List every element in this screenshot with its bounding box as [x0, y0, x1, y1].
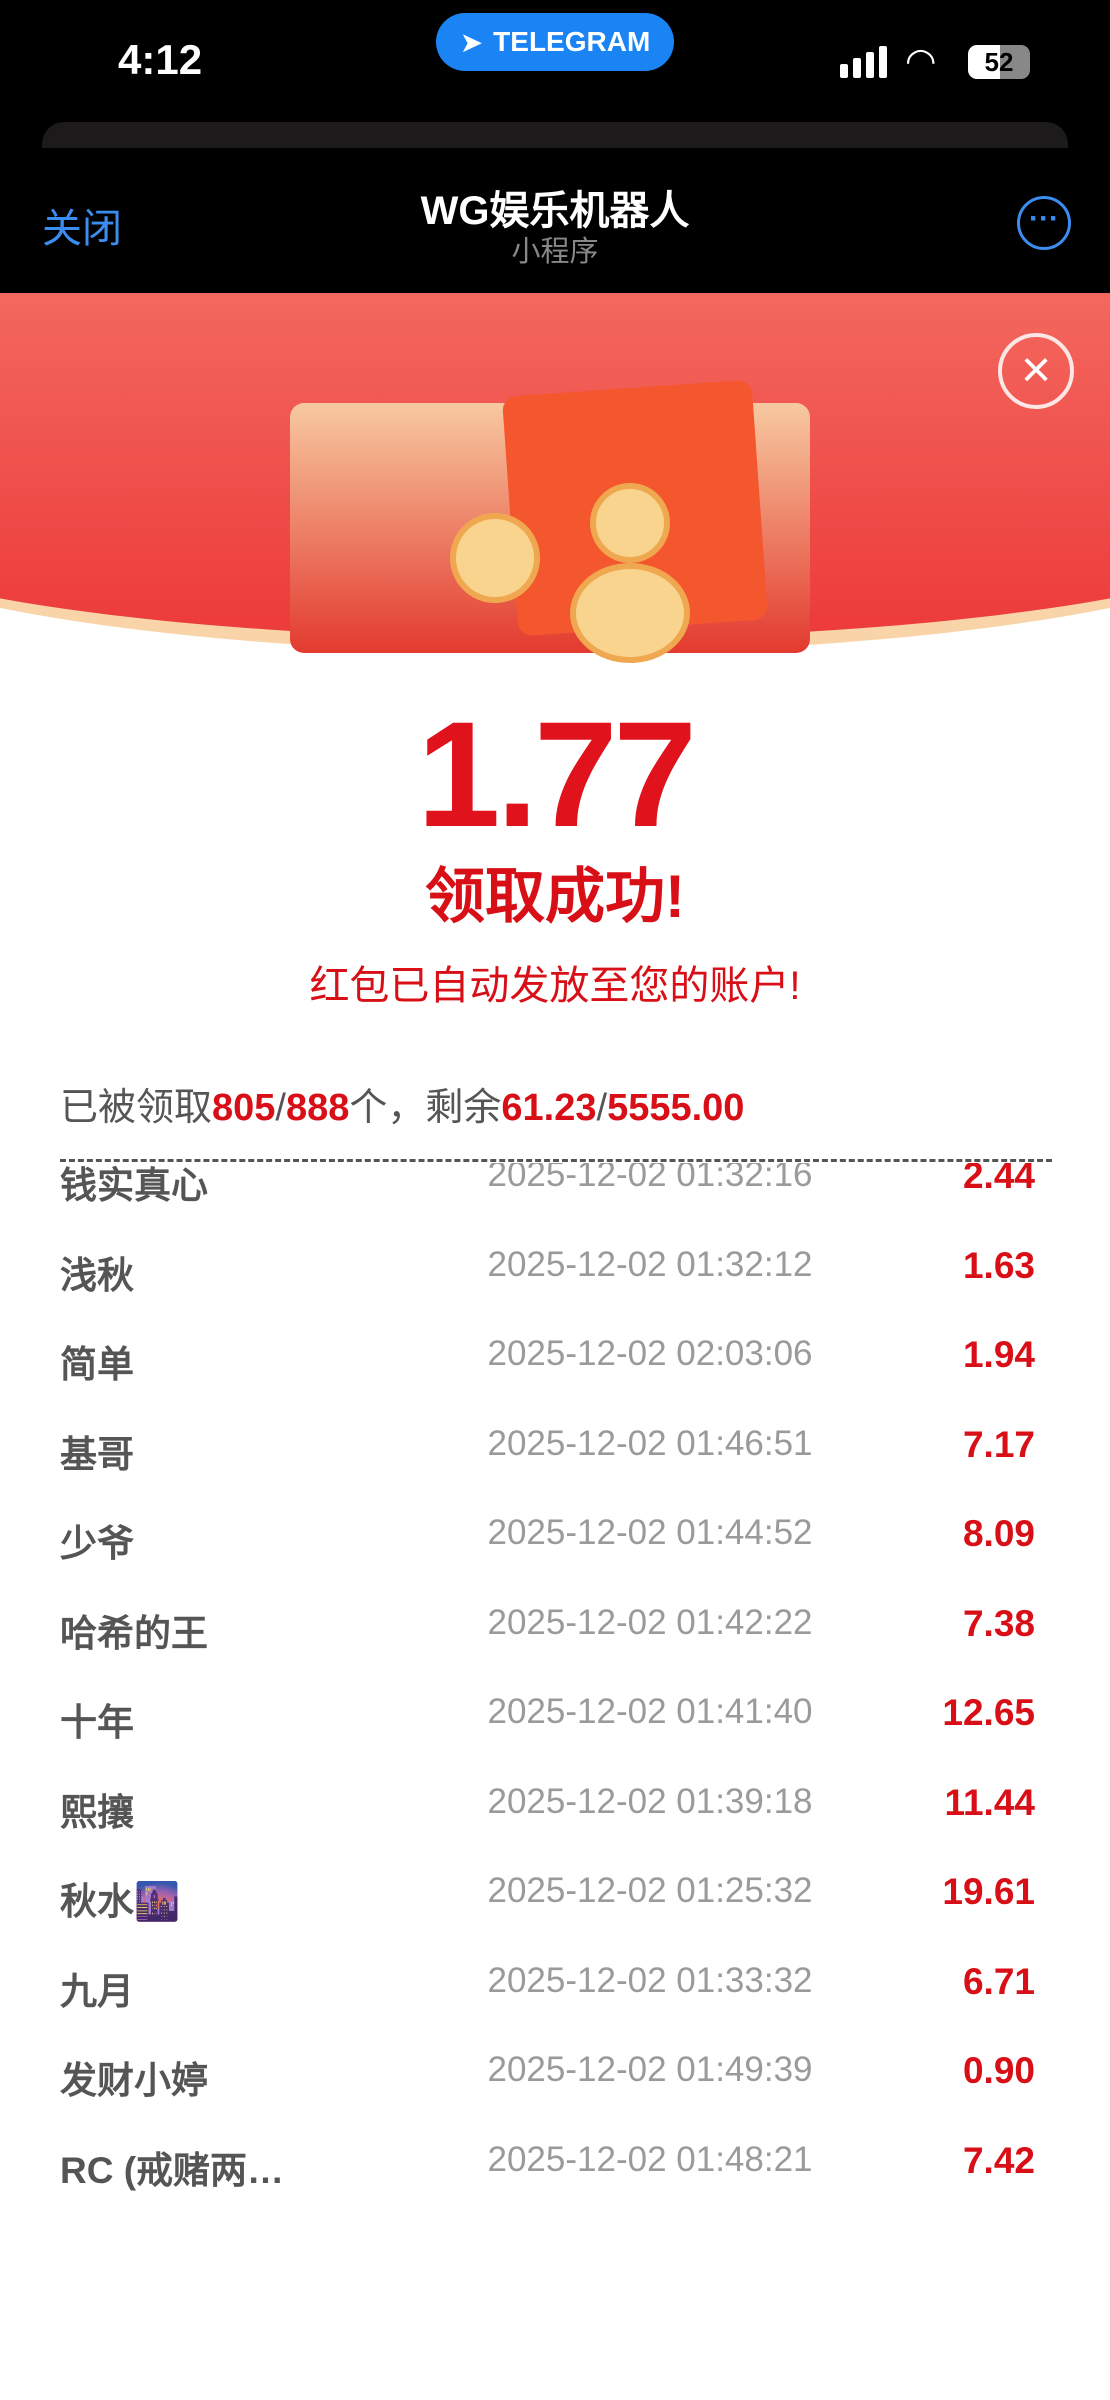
status-bar: 4:12 ➤ TELEGRAM ◠ 52 [0, 0, 1110, 120]
record-name: 发财小婷 [60, 2060, 208, 2101]
record-name: 秋水🌆 [60, 1881, 181, 1922]
table-row: RC (戒赌两… 2025-12-02 01:48:21 7.42 [0, 2140, 1110, 2200]
coin-icon [450, 513, 540, 603]
mini-app-header: 关闭 WG娱乐机器人 小程序 ··· [0, 148, 1110, 293]
telegram-icon: ➤ [459, 26, 484, 58]
divider [60, 1159, 1052, 1162]
table-row: 十年 2025-12-02 01:41:40 12.65 [0, 1692, 1110, 1752]
table-row: 简单 2025-12-02 02:03:06 1.94 [0, 1334, 1110, 1394]
table-row: 浅秋 2025-12-02 01:32:12 1.63 [0, 1245, 1110, 1305]
record-name: 简单 [60, 1344, 134, 1385]
record-time: 2025-12-02 01:48:21 [487, 2139, 813, 2179]
signal-icon [840, 46, 887, 78]
more-icon[interactable]: ··· [1017, 196, 1071, 250]
record-name: 熙攘 [60, 1791, 134, 1833]
app-subtitle: 小程序 [511, 236, 599, 268]
record-time: 2025-12-02 01:25:32 [487, 1871, 813, 1910]
coin-icon [590, 483, 670, 563]
record-amount: 12.65 [942, 1692, 1035, 1733]
record-name: 基哥 [60, 1433, 134, 1475]
claim-list[interactable]: 钱实真心 2025-12-02 01:32:16 2.44 浅秋 2025-12-02 … [0, 1163, 1110, 2400]
record-amount: 19.61 [942, 1871, 1035, 1912]
record-name: 浅秋 [60, 1254, 134, 1296]
record-time: 2025-12-02 01:49:39 [487, 2050, 813, 2089]
record-time: 2025-12-02 01:44:52 [487, 1513, 813, 1552]
telegram-pill[interactable]: ➤ TELEGRAM [436, 13, 674, 71]
table-row: 秋水🌆 2025-12-02 01:25:32 19.61 [0, 1871, 1110, 1931]
record-name: 十年 [60, 1702, 134, 1743]
record-time: 2025-12-02 01:32:16 [487, 1163, 813, 1194]
record-time: 2025-12-02 01:42:22 [487, 1602, 813, 1642]
record-amount: 0.90 [962, 2050, 1035, 2091]
record-amount: 1.63 [962, 1244, 1035, 1286]
record-amount: 7.17 [962, 1423, 1035, 1465]
claim-summary: 已被领取805/888个，剩余61.23/5555.00 [60, 1087, 745, 1129]
record-time: 2025-12-02 01:33:32 [487, 1960, 813, 2000]
app-title: WG娱乐机器人 [420, 189, 690, 233]
table-row: 基哥 2025-12-02 01:46:51 7.17 [0, 1424, 1110, 1484]
sheet-handle [42, 122, 1068, 152]
record-time: 2025-12-02 01:46:51 [487, 1423, 813, 1463]
record-amount: 11.44 [944, 1781, 1035, 1823]
record-amount: 7.38 [962, 1602, 1035, 1644]
record-name: 九月 [60, 1970, 134, 2012]
auto-deposit-note: 红包已自动发放至您的账户! [309, 964, 801, 1008]
record-amount: 7.42 [962, 2139, 1035, 2181]
record-time: 2025-12-02 01:32:12 [487, 1244, 813, 1284]
battery-icon: 52 [968, 45, 1030, 79]
table-row: 哈希的王 2025-12-02 01:42:22 7.38 [0, 1603, 1110, 1663]
received-amount: 1.77 [417, 690, 697, 858]
table-row: 发财小婷 2025-12-02 01:49:39 0.90 [0, 2050, 1110, 2110]
record-amount: 2.44 [962, 1163, 1035, 1196]
table-row: 钱实真心 2025-12-02 01:32:16 2.44 [0, 1163, 1110, 1215]
red-packet-page: × 1.77 领取成功! 红包已自动发放至您的账户! 已被领取805/888个，… [0, 293, 1110, 2400]
close-icon[interactable]: × [998, 333, 1074, 409]
record-name: 钱实真心 [60, 1165, 208, 1206]
record-time: 2025-12-02 01:41:40 [487, 1692, 813, 1731]
close-button[interactable]: 关闭 [42, 207, 122, 251]
record-time: 2025-12-02 01:39:18 [487, 1781, 813, 1821]
clock: 4:12 [118, 36, 203, 83]
record-amount: 1.94 [962, 1334, 1035, 1375]
wifi-icon: ◠ [905, 40, 937, 81]
table-row: 熙攘 2025-12-02 01:39:18 11.44 [0, 1782, 1110, 1842]
record-name: RC (戒赌两… [60, 2149, 285, 2191]
coin-icon [570, 563, 690, 663]
table-row: 九月 2025-12-02 01:33:32 6.71 [0, 1961, 1110, 2021]
record-time: 2025-12-02 02:03:06 [487, 1334, 813, 1373]
table-row: 少爷 2025-12-02 01:44:52 8.09 [0, 1513, 1110, 1573]
record-amount: 6.71 [962, 1960, 1035, 2002]
success-text: 领取成功! [425, 863, 685, 930]
record-name: 少爷 [60, 1523, 134, 1564]
record-amount: 8.09 [962, 1513, 1035, 1554]
record-name: 哈希的王 [60, 1612, 208, 1654]
